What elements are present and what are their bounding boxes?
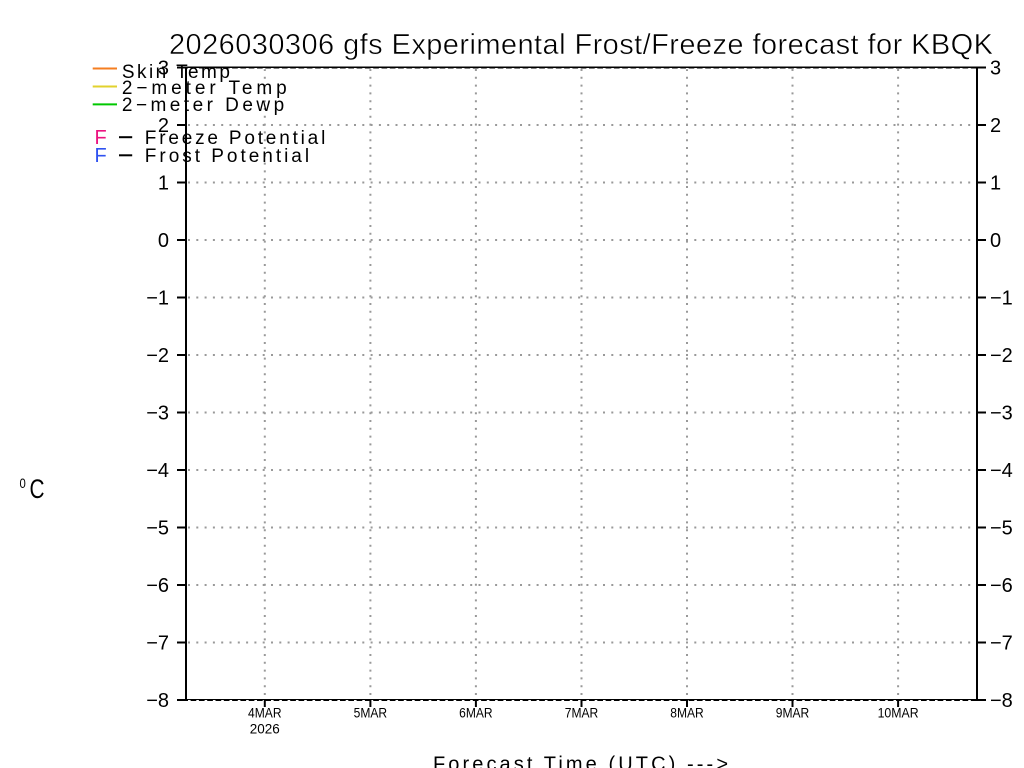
svg-text:2026030306 gfs Experimental Fr: 2026030306 gfs Experimental Frost/Freeze…: [169, 29, 994, 61]
svg-text:1: 1: [158, 173, 169, 195]
svg-text:−4: −4: [146, 460, 169, 482]
svg-text:−7: −7: [146, 633, 169, 655]
svg-text:3: 3: [990, 58, 1001, 80]
svg-text:Forecast Time (UTC) --->: Forecast Time (UTC) --->: [433, 753, 728, 768]
svg-text:−4: −4: [990, 460, 1013, 482]
svg-text:−7: −7: [990, 633, 1013, 655]
svg-text:2026: 2026: [250, 721, 280, 737]
svg-text:7MAR: 7MAR: [565, 705, 599, 721]
svg-text:−6: −6: [990, 575, 1013, 597]
svg-text:3: 3: [158, 58, 169, 80]
svg-text:Freeze Potential: Freeze Potential: [145, 128, 325, 149]
svg-text:−2: −2: [990, 345, 1013, 367]
svg-text:0: 0: [990, 230, 1001, 252]
svg-text:5MAR: 5MAR: [354, 705, 388, 721]
svg-text:10MAR: 10MAR: [878, 705, 919, 721]
svg-text:−6: −6: [146, 575, 169, 597]
svg-text:4MAR: 4MAR: [248, 705, 282, 721]
svg-text:Skin Temp: Skin Temp: [122, 62, 230, 83]
svg-text:−1: −1: [146, 288, 169, 310]
svg-text:1: 1: [990, 173, 1001, 195]
svg-text:−5: −5: [990, 518, 1013, 540]
svg-text:−8: −8: [146, 690, 169, 712]
svg-text:8MAR: 8MAR: [670, 705, 704, 721]
svg-text:−5: −5: [146, 518, 169, 540]
svg-text:2−meter Temp: 2−meter Temp: [122, 78, 287, 99]
svg-text:6MAR: 6MAR: [459, 705, 493, 721]
svg-text:C: C: [30, 474, 45, 504]
svg-text:9MAR: 9MAR: [776, 705, 810, 721]
svg-text:−1: −1: [990, 288, 1013, 310]
svg-text:Frost Potential: Frost Potential: [145, 146, 309, 167]
svg-text:0: 0: [158, 230, 169, 252]
svg-text:0: 0: [20, 476, 26, 491]
svg-text:−2: −2: [146, 345, 169, 367]
svg-text:2: 2: [158, 115, 169, 137]
svg-text:−8: −8: [990, 690, 1013, 712]
svg-text:2: 2: [990, 115, 1001, 137]
svg-text:−3: −3: [146, 403, 169, 425]
svg-text:2−meter Dewp: 2−meter Dewp: [122, 95, 284, 116]
svg-text:F: F: [95, 145, 107, 167]
svg-text:−3: −3: [990, 403, 1013, 425]
svg-text:F: F: [95, 127, 107, 149]
